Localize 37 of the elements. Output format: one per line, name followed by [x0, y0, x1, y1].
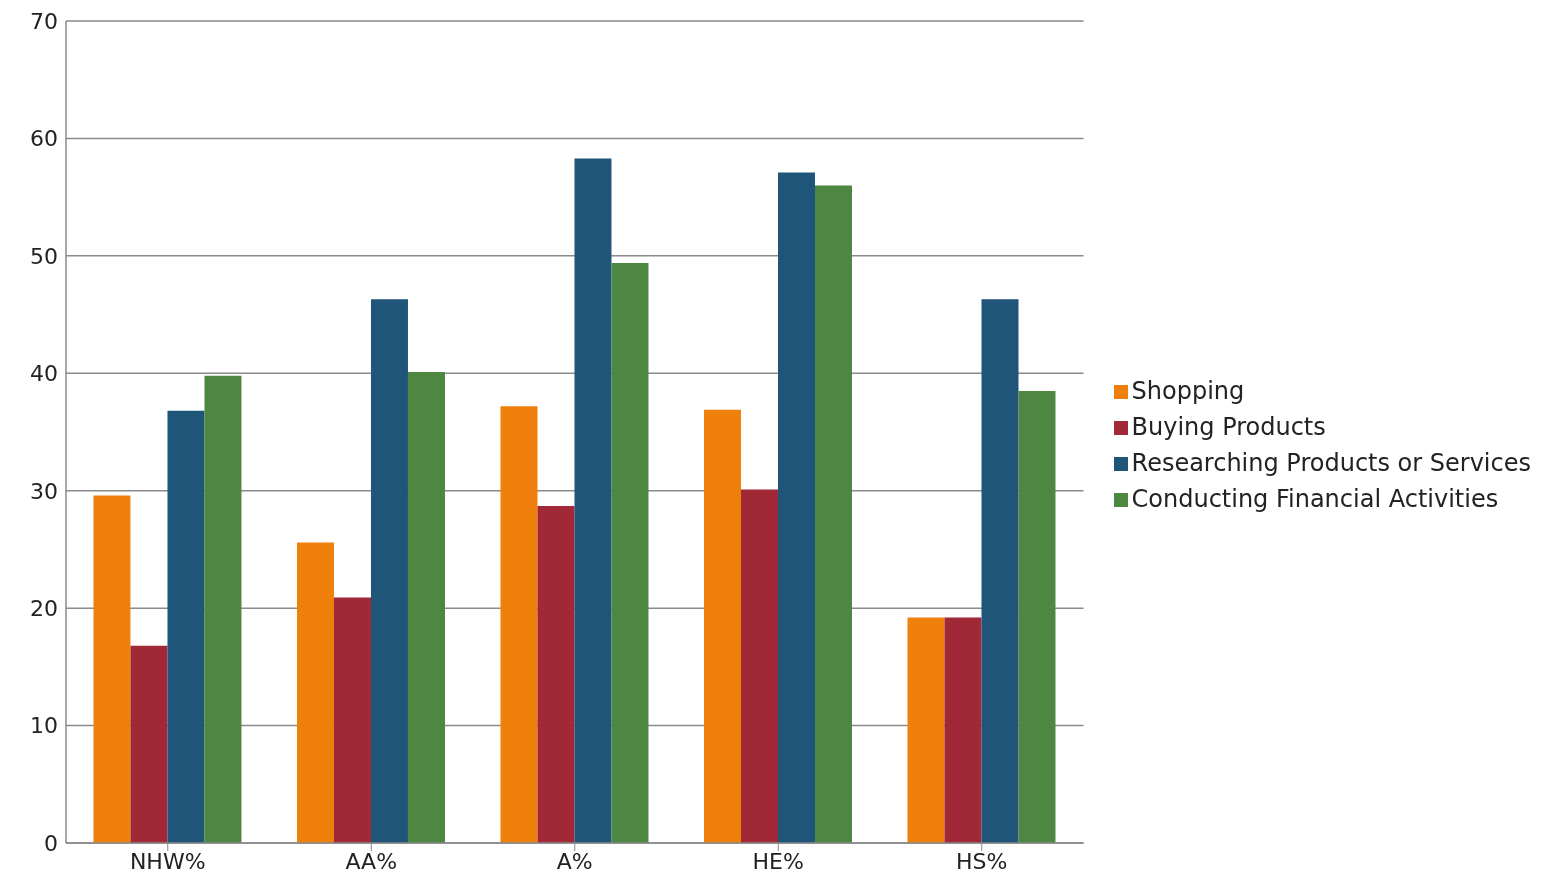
- bar: [740, 489, 778, 843]
- legend-label: Researching Products or Services: [1131, 448, 1531, 477]
- bar: [611, 262, 649, 843]
- y-tick-label: 0: [44, 830, 58, 856]
- bar: [167, 410, 205, 843]
- bar: [130, 645, 168, 843]
- bar: [1018, 390, 1056, 843]
- bar: [500, 406, 538, 843]
- bar: [814, 185, 852, 843]
- y-tick-label: 70: [30, 8, 58, 34]
- y-tick-label: 60: [30, 126, 58, 152]
- y-tick-label: 10: [30, 713, 58, 739]
- bar: [777, 172, 815, 843]
- x-tick-label: AA%: [345, 848, 398, 874]
- x-tick-label: A%: [556, 848, 593, 874]
- bar: [407, 372, 445, 843]
- x-tick-label: HE%: [752, 848, 804, 874]
- bar: [574, 158, 612, 843]
- bar: [981, 299, 1019, 843]
- bar: [333, 597, 371, 843]
- legend-label: Conducting Financial Activities: [1131, 484, 1499, 513]
- bar: [93, 495, 131, 843]
- bar: [204, 375, 242, 843]
- y-tick-label: 20: [30, 595, 58, 621]
- y-tick-label: 50: [30, 243, 58, 269]
- bar: [944, 617, 982, 843]
- legend-label: Buying Products: [1131, 412, 1326, 441]
- bar: [907, 617, 945, 843]
- y-tick-label: 40: [30, 361, 58, 387]
- x-tick-label: HS%: [956, 848, 1008, 874]
- y-tick-label: 30: [30, 478, 58, 504]
- bar: [296, 542, 334, 843]
- x-tick-label: NHW%: [129, 848, 206, 874]
- legend-label: Shopping: [1131, 376, 1245, 405]
- bar: [370, 299, 408, 843]
- bar: [703, 409, 741, 843]
- bar: [537, 505, 575, 843]
